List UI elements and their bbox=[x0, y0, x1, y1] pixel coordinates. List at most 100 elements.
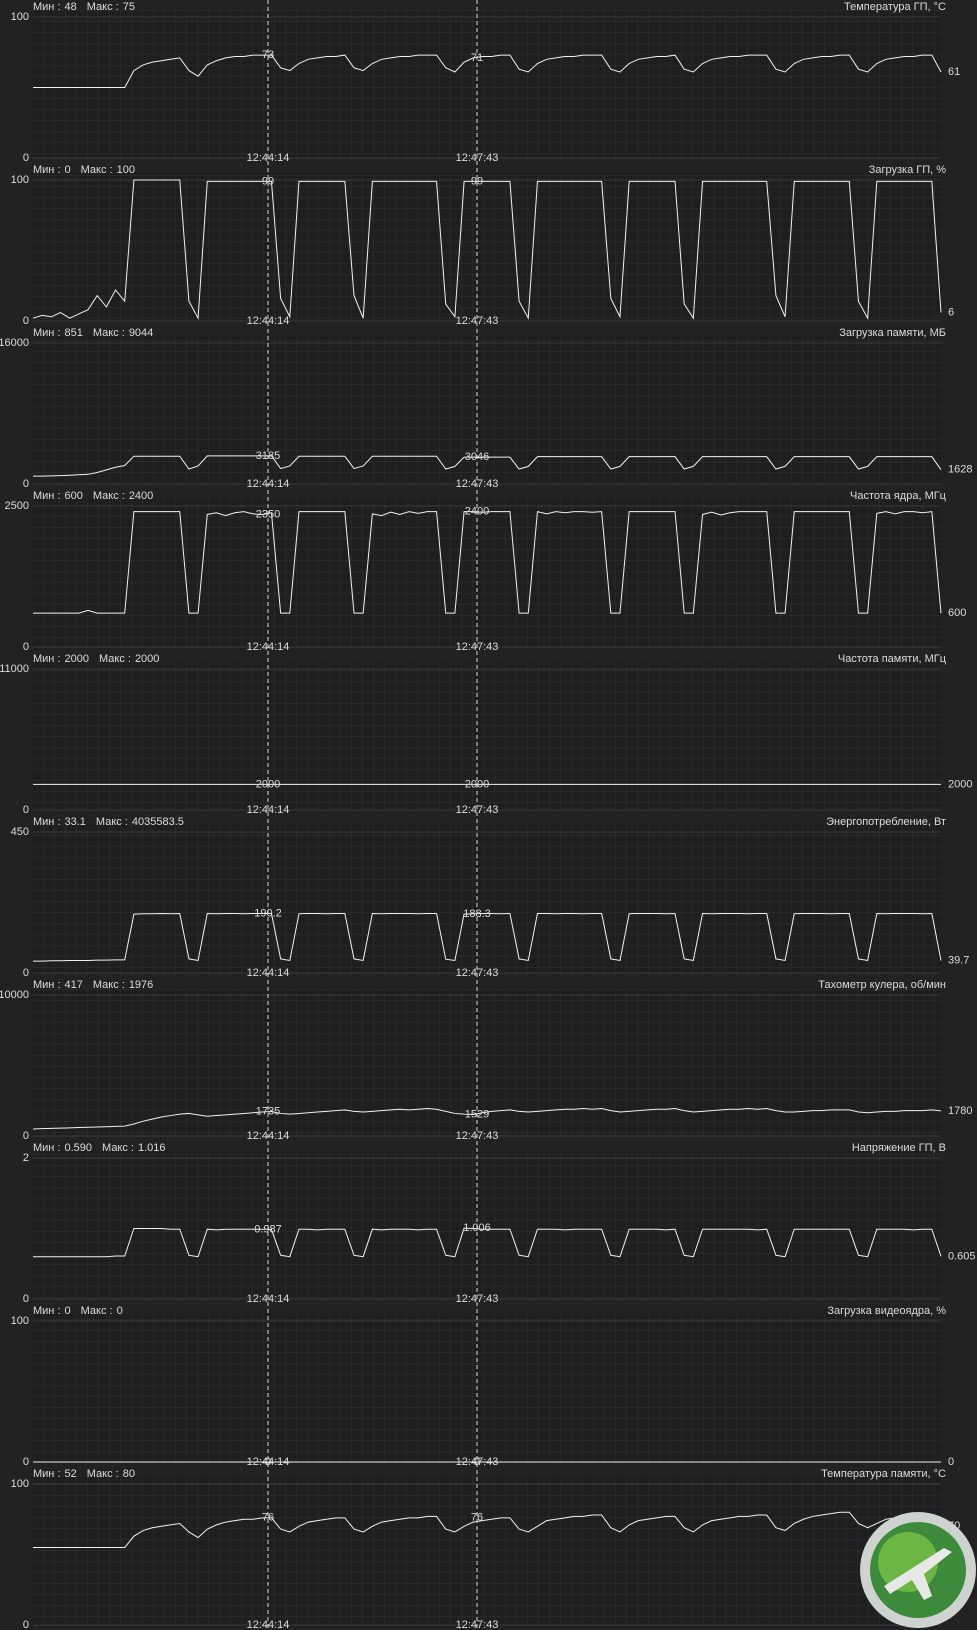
panel: 0 100 Мин : 0 Макс : 0 Загрузка видеоядра, % 12… bbox=[11, 1305, 954, 1468]
panel: 0 11000 Мин : 2000 Макс : 2000 Частота памяти,… bbox=[0, 653, 972, 816]
logo-plane bbox=[884, 1548, 952, 1600]
max-label: Макс : bbox=[87, 1, 119, 13]
last-value: 39.7 bbox=[948, 954, 969, 966]
chart-title: Энергопотребление, Вт bbox=[826, 816, 946, 828]
y-tick-label: 0 bbox=[23, 804, 29, 816]
min-value: 48 bbox=[65, 1, 77, 13]
y-tick-label: 11000 bbox=[0, 663, 29, 675]
min-max: Мин : 33.1 Макс : 4035583.5 bbox=[33, 816, 184, 828]
plot-area bbox=[33, 988, 941, 1136]
panel: 0 2 Мин : 0.590 Макс : 1.016 Напряжение ГП, В 1… bbox=[23, 1142, 976, 1305]
max-value: 1976 bbox=[129, 979, 153, 991]
panel: 0 16000 Мин : 851 Макс : 9044 Загрузка памяти,… bbox=[0, 327, 972, 490]
min-value: 52 bbox=[65, 1468, 77, 1480]
cursor-value: 76 bbox=[262, 1512, 274, 1524]
series-line bbox=[33, 54, 942, 88]
last-value: 61 bbox=[948, 66, 960, 78]
min-max: Мин : 2000 Макс : 2000 bbox=[33, 653, 159, 665]
min-label: Мин : bbox=[33, 816, 61, 828]
last-value: 1780 bbox=[948, 1105, 972, 1117]
min-value: 2000 bbox=[65, 653, 89, 665]
cursor-value: 73 bbox=[262, 49, 274, 61]
cursor-time: 12:47:43 bbox=[456, 1456, 499, 1468]
min-label: Мин : bbox=[33, 1142, 61, 1154]
series-line bbox=[32, 1108, 942, 1130]
min-value: 417 bbox=[65, 979, 83, 991]
max-value: 1.016 bbox=[138, 1142, 166, 1154]
max-label: Макс : bbox=[96, 816, 128, 828]
cursors bbox=[267, 0, 478, 1630]
min-max: Мин : 600 Макс : 2400 bbox=[33, 490, 153, 502]
y-tick-label: 100 bbox=[11, 174, 29, 186]
y-tick-label: 450 bbox=[11, 826, 29, 838]
min-value: 851 bbox=[65, 327, 83, 339]
watermark bbox=[860, 1512, 976, 1628]
cursor-value: 0 bbox=[474, 1456, 480, 1468]
max-value: 100 bbox=[117, 164, 135, 176]
panel: 0 450 Мин : 33.1 Макс : 4035583.5 Энергопотреб… bbox=[11, 816, 970, 979]
panel: 0 2500 Мин : 600 Макс : 2400 Частота ядра, МГц… bbox=[5, 490, 967, 653]
last-value: 2000 bbox=[948, 778, 972, 790]
cursor-time: 12:47:43 bbox=[456, 804, 499, 816]
plot-area bbox=[33, 1477, 941, 1625]
max-value: 80 bbox=[123, 1468, 135, 1480]
cursor-value: 0.987 bbox=[254, 1223, 282, 1235]
panel: 0 10000 Мин : 417 Макс : 1976 Тахометр кулера,… bbox=[0, 979, 972, 1142]
series-line bbox=[33, 1227, 942, 1258]
max-label: Макс : bbox=[93, 979, 125, 991]
y-tick-label: 0 bbox=[23, 478, 29, 490]
max-label: Макс : bbox=[93, 490, 125, 502]
chart-title: Загрузка видеоядра, % bbox=[827, 1305, 946, 1317]
max-label: Макс : bbox=[99, 653, 131, 665]
min-max: Мин : 48 Макс : 75 bbox=[33, 1, 135, 13]
plot-area bbox=[33, 499, 941, 647]
chart-title: Загрузка ГП, % bbox=[869, 164, 947, 176]
y-tick-label: 100 bbox=[11, 1315, 29, 1327]
y-tick-label: 2 bbox=[23, 1152, 29, 1164]
plot-area bbox=[33, 173, 941, 321]
last-value: 1628 bbox=[948, 464, 972, 476]
panel: 0 100 Мин : 52 Макс : 80 Температура памяти, °… bbox=[11, 1468, 961, 1630]
chart-title: Загрузка памяти, МБ bbox=[839, 327, 946, 339]
min-label: Мин : bbox=[33, 653, 61, 665]
y-tick-label: 0 bbox=[23, 1456, 29, 1468]
y-tick-label: 0 bbox=[23, 1619, 29, 1630]
plot-area bbox=[33, 336, 941, 484]
min-max: Мин : 0 Макс : 100 bbox=[33, 164, 135, 176]
min-value: 33.1 bbox=[65, 816, 86, 828]
max-value: 75 bbox=[123, 1, 135, 13]
min-label: Мин : bbox=[33, 979, 61, 991]
max-label: Макс : bbox=[87, 1468, 119, 1480]
y-tick-label: 0 bbox=[23, 315, 29, 327]
cursor-time: 12:44:14 bbox=[247, 804, 290, 816]
cursor-value: 1735 bbox=[256, 1105, 280, 1117]
max-value: 9044 bbox=[129, 327, 153, 339]
y-tick-label: 0 bbox=[23, 1293, 29, 1305]
max-label: Макс : bbox=[81, 164, 113, 176]
y-tick-label: 100 bbox=[11, 1478, 29, 1490]
y-tick-label: 0 bbox=[23, 1130, 29, 1142]
min-label: Мин : bbox=[33, 1468, 61, 1480]
max-label: Макс : bbox=[93, 327, 125, 339]
min-label: Мин : bbox=[33, 490, 61, 502]
chart-title: Напряжение ГП, В bbox=[852, 1142, 946, 1154]
min-label: Мин : bbox=[33, 1305, 61, 1317]
min-label: Мин : bbox=[33, 164, 61, 176]
cursor-time: 12:44:14 bbox=[247, 1456, 290, 1468]
chart-title: Частота памяти, МГц bbox=[838, 653, 947, 665]
max-value: 0 bbox=[117, 1305, 123, 1317]
chart-title: Температура ГП, °C bbox=[844, 1, 946, 13]
series-line bbox=[32, 179, 942, 320]
panel: 0 100 Мин : 0 Макс : 100 Загрузка ГП, % 12:44:1… bbox=[11, 164, 954, 327]
max-label: Макс : bbox=[102, 1142, 134, 1154]
max-value: 2000 bbox=[135, 653, 159, 665]
plot-area bbox=[33, 10, 941, 158]
max-value: 4035583.5 bbox=[132, 816, 184, 828]
plot-area bbox=[33, 1151, 941, 1299]
min-label: Мин : bbox=[33, 1, 61, 13]
cursor-time: 12:44:14 bbox=[247, 315, 290, 327]
y-tick-label: 0 bbox=[23, 641, 29, 653]
last-value: 0.605 bbox=[948, 1250, 976, 1262]
